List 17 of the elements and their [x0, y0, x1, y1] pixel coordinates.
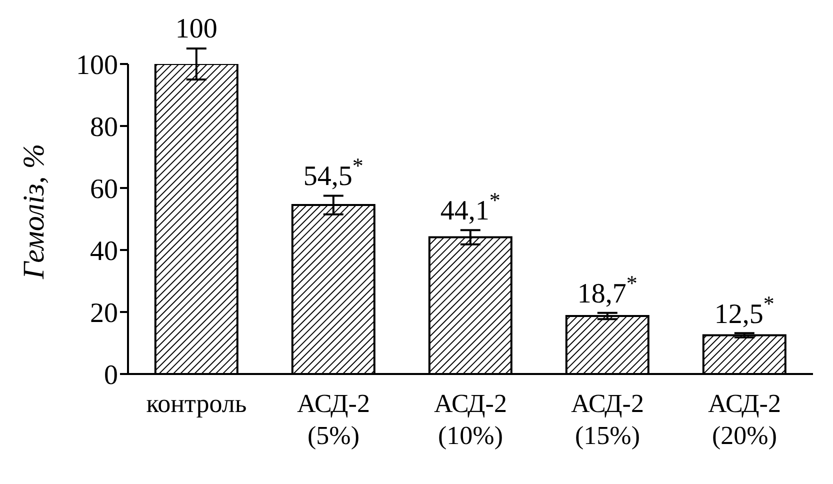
y-tick-label: 60: [90, 174, 118, 205]
y-tick-label: 0: [104, 360, 118, 391]
data-label: 18,7$^{*}$: [577, 270, 638, 310]
x-tick-label: АСД-2 (20%): [708, 389, 781, 450]
data-label: 44,1$^{*}$: [440, 187, 500, 227]
x-tick-label: контроль: [146, 389, 247, 418]
y-tick-label: 80: [90, 112, 118, 143]
y-tick-label: 40: [90, 236, 118, 267]
x-tick-label: АСД-2 (15%): [571, 389, 644, 450]
y-tick-label: 20: [90, 298, 118, 329]
data-label: 54,5$^{*}$: [303, 152, 364, 192]
x-tick-label: АСД-2 (5%): [297, 389, 370, 450]
y-tick-label: 100: [76, 50, 118, 81]
data-label: 100: [175, 14, 218, 44]
data-label: 12,5$^{*}$: [714, 290, 774, 330]
x-tick-label: АСД-2 (10%): [434, 389, 507, 450]
y-axis-title: Гемоліз, %: [18, 144, 51, 280]
